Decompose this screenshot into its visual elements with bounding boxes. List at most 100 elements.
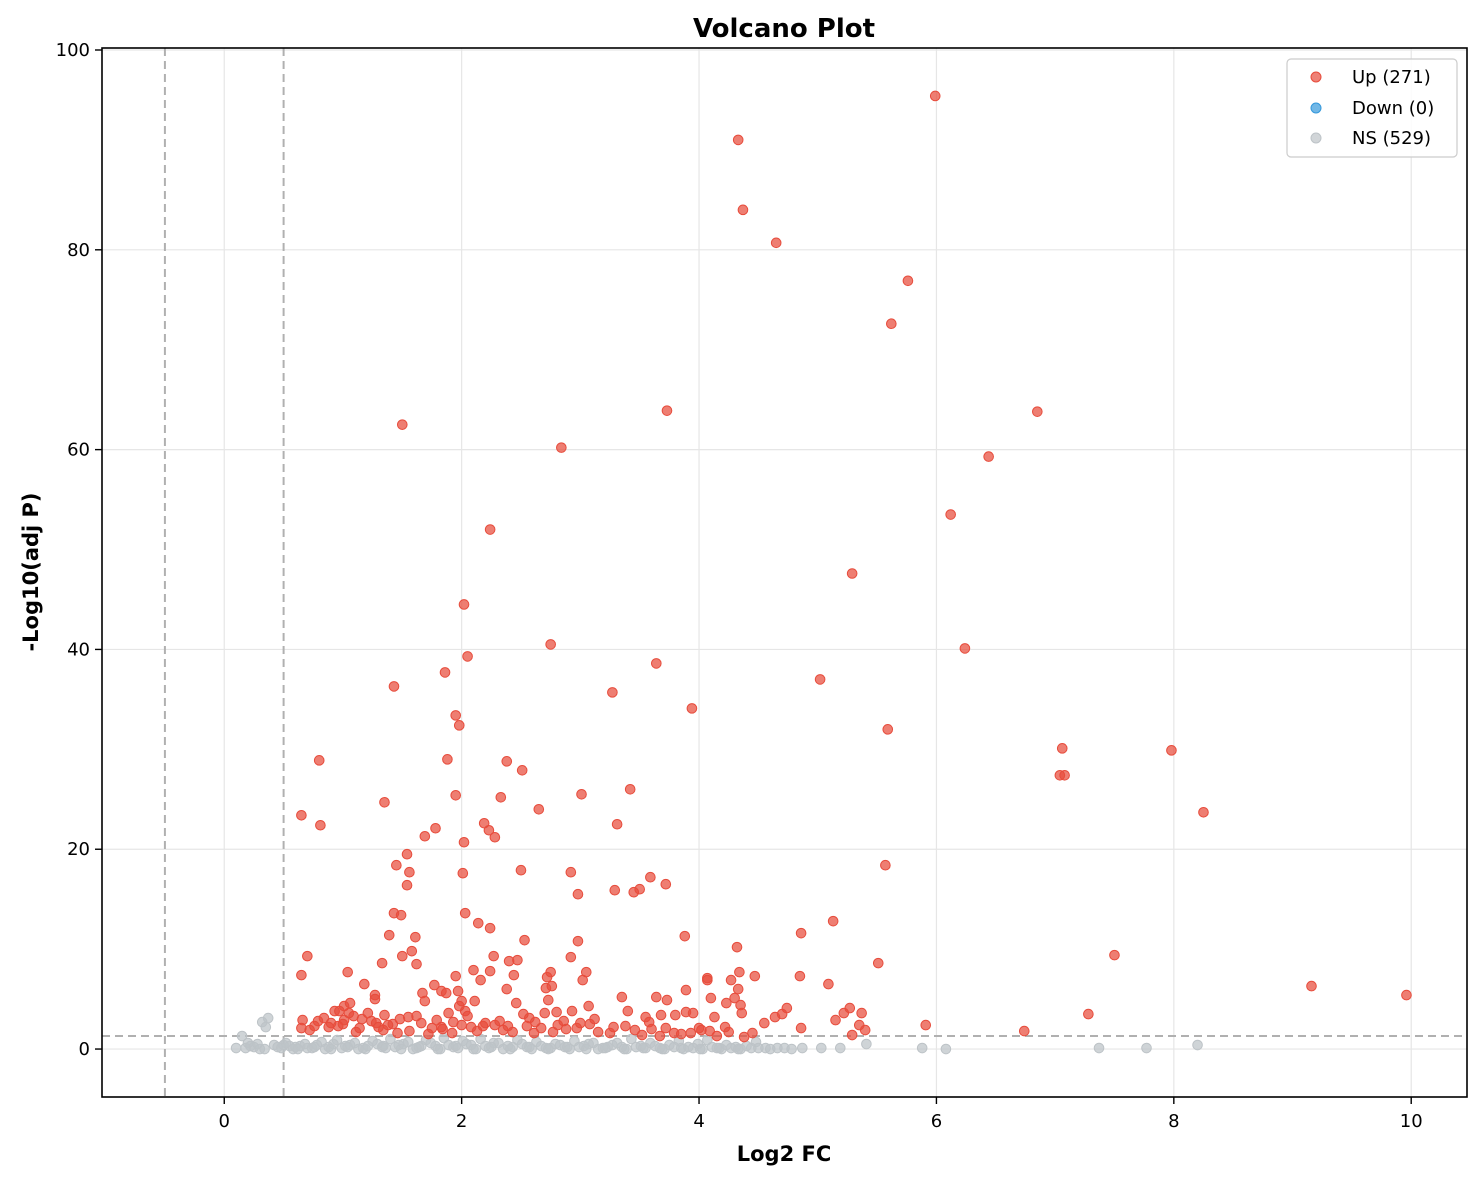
- point-up: [565, 951, 577, 963]
- point-up: [431, 1014, 443, 1026]
- point-up: [737, 204, 749, 216]
- point-up: [628, 886, 640, 898]
- point-ns: [618, 1043, 630, 1055]
- point-up: [589, 1013, 600, 1025]
- point-ns: [468, 1043, 479, 1055]
- point-up: [462, 651, 473, 662]
- point-up: [401, 848, 413, 860]
- point-up: [721, 997, 732, 1009]
- point-up: [450, 789, 462, 801]
- point-up: [545, 639, 556, 650]
- point-up: [318, 1012, 330, 1024]
- point-up: [959, 643, 971, 654]
- point-up: [423, 1028, 434, 1040]
- point-ns: [764, 1043, 776, 1055]
- point-ns: [656, 1043, 668, 1055]
- point-up: [379, 796, 390, 808]
- point-ns: [637, 1042, 649, 1054]
- legend-marker-ns: [1310, 132, 1322, 144]
- point-up: [945, 509, 956, 520]
- point-up: [379, 1009, 390, 1021]
- point-up: [655, 1009, 667, 1021]
- point-up: [404, 1025, 415, 1037]
- legend-label-down: Down (0): [1352, 98, 1434, 119]
- point-up: [732, 134, 744, 146]
- point-up: [759, 1017, 770, 1029]
- point-up: [711, 1030, 723, 1042]
- x-axis-title: Log2 FC: [737, 1142, 832, 1166]
- point-up: [607, 687, 618, 698]
- point-up: [577, 974, 589, 986]
- point-up: [611, 818, 623, 830]
- point-ns: [1192, 1039, 1203, 1051]
- point-up: [547, 1026, 559, 1038]
- x-tick-label: 0: [219, 1111, 230, 1132]
- point-up: [794, 970, 806, 982]
- point-ns: [342, 1041, 354, 1053]
- point-up: [1018, 1025, 1030, 1037]
- point-up: [443, 1007, 454, 1019]
- point-up: [442, 754, 453, 765]
- point-ns: [524, 1041, 535, 1053]
- point-up: [337, 1018, 349, 1030]
- point-up: [827, 915, 839, 927]
- point-up: [723, 1026, 735, 1038]
- point-up: [705, 992, 717, 1004]
- x-tick-label: 8: [1168, 1111, 1179, 1132]
- point-up: [880, 859, 891, 871]
- point-up: [524, 1012, 535, 1024]
- point-up: [373, 1021, 384, 1033]
- point-up: [392, 1027, 403, 1039]
- point-up: [475, 974, 486, 986]
- point-up: [369, 993, 381, 1005]
- point-ns: [309, 1041, 320, 1053]
- y-tick-label: 60: [67, 440, 90, 461]
- point-up: [450, 710, 462, 721]
- point-up: [859, 1024, 871, 1036]
- point-ns: [259, 1043, 270, 1055]
- point-up: [675, 1028, 687, 1040]
- point-up: [457, 867, 469, 879]
- point-up: [566, 1005, 578, 1017]
- point-up: [620, 1020, 631, 1032]
- point-up: [551, 1006, 562, 1018]
- point-up: [465, 1021, 477, 1033]
- point-up: [541, 971, 553, 983]
- point-up: [429, 979, 440, 991]
- point-up: [902, 275, 914, 287]
- point-up: [383, 929, 395, 941]
- point-up: [468, 964, 479, 976]
- point-ns: [240, 1042, 251, 1054]
- point-ns: [385, 1033, 396, 1045]
- point-ns: [278, 1039, 289, 1051]
- point-ns: [713, 1042, 725, 1054]
- point-up: [770, 237, 782, 249]
- point-up: [660, 1022, 672, 1034]
- point-up: [519, 934, 530, 946]
- legend-label-up: Up (271): [1352, 67, 1431, 88]
- x-tick-label: 4: [693, 1111, 704, 1132]
- x-tick-label: 2: [456, 1111, 467, 1132]
- point-up: [732, 983, 744, 995]
- point-up: [495, 791, 507, 803]
- point-up: [382, 1019, 394, 1031]
- point-up: [497, 1024, 509, 1036]
- point-up: [296, 809, 307, 821]
- point-up: [325, 1017, 337, 1029]
- point-up: [670, 1009, 681, 1021]
- point-ns: [599, 1042, 611, 1054]
- point-up: [795, 1022, 807, 1034]
- point-up: [645, 871, 656, 883]
- point-up: [354, 1022, 365, 1034]
- point-up: [1198, 806, 1209, 818]
- point-up: [458, 836, 470, 848]
- point-up: [313, 755, 325, 766]
- point-up: [725, 974, 737, 986]
- point-ns: [815, 1042, 827, 1054]
- point-up: [729, 992, 740, 1004]
- y-tick-label: 20: [67, 839, 90, 860]
- point-up: [489, 831, 501, 843]
- point-up: [542, 994, 554, 1006]
- point-up: [616, 991, 628, 1003]
